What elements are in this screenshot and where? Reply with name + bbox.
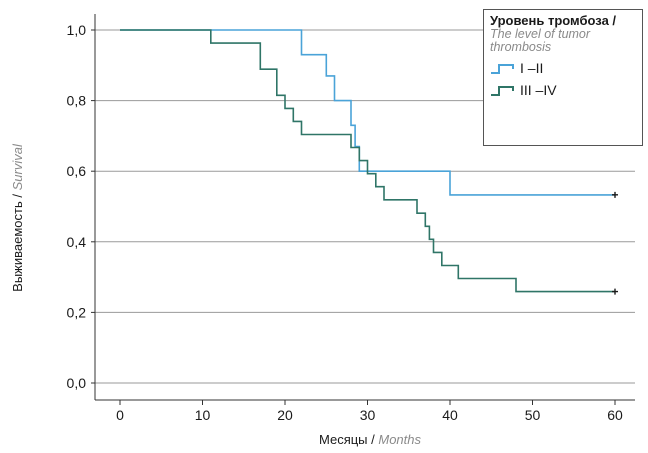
series-line-1 [120,29,615,196]
legend-swatch-line-2 [491,86,514,96]
y-tick-label: 0,8 [67,93,87,109]
legend-item-1: I –II [490,60,636,76]
legend-label-2: III –IV [520,82,557,98]
x-axis-title-ru: Месяцы [319,432,368,447]
series-lines [120,29,618,295]
x-tick-label: 20 [277,407,293,423]
legend-item-2: III –IV [490,82,636,98]
x-ticks: 0 10 20 30 40 50 60 [116,400,623,423]
x-axis-title-sep: / [368,432,379,447]
y-tick-label: 0,2 [67,304,87,320]
x-axis-title: Месяцы / Months [319,432,422,447]
y-axis-title-en: Survival [10,143,25,190]
y-axis-title: Выживаемость / Survival [10,143,25,292]
y-tick-label: 0,6 [67,163,87,179]
y-axis-title-ru: Выживаемость [10,201,25,292]
axes [94,14,635,401]
y-tick-label: 0,4 [67,234,87,250]
x-axis-title-en: Months [378,432,421,447]
legend-label-1: I –II [520,60,544,76]
legend-swatch-1 [491,64,514,74]
legend-swatch-2 [491,86,514,96]
legend-subtitle: The level of tumor thrombosis [490,27,591,54]
legend-title: Уровень тромбоза / [490,13,617,28]
y-ticks: 0,0 0,2 0,4 0,6 0,8 1,0 [67,22,95,391]
x-tick-label: 10 [195,407,211,423]
x-tick-label: 40 [442,407,458,423]
x-tick-label: 50 [525,407,541,423]
legend: Уровень тромбоза / The level of tumor th… [483,9,643,146]
series-line-2 [120,29,615,293]
x-tick-label: 30 [360,407,376,423]
legend-swatch-line-1 [491,64,514,74]
y-axis-title-sep: / [10,190,25,201]
x-tick-label: 0 [116,407,124,423]
y-tick-label: 1,0 [67,22,87,38]
censor-mark-2 [612,288,618,295]
x-tick-label: 60 [607,407,623,423]
y-tick-label: 0,0 [67,375,87,391]
censor-mark-1 [612,191,618,198]
